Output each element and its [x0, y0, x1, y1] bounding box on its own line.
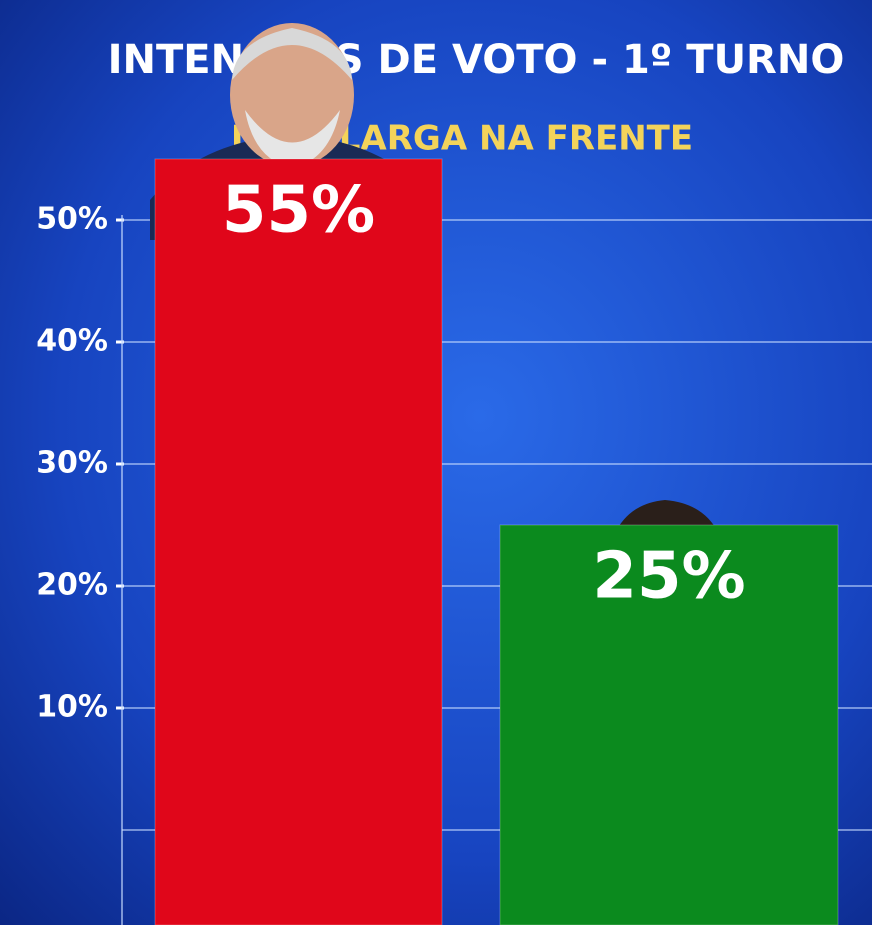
- y-tick-label: 20%: [36, 568, 108, 603]
- y-tick-label: 40%: [36, 324, 108, 359]
- bars: 55% 25%: [154, 158, 839, 925]
- y-tick-label: 50%: [36, 202, 108, 237]
- y-tick-label: 10%: [36, 690, 108, 725]
- value-label: 25%: [592, 540, 745, 614]
- bar: [154, 158, 443, 925]
- bar: [499, 524, 839, 925]
- chart-title: INTENÇÕES DE VOTO - 1º TURNO: [108, 35, 845, 83]
- value-label: 55%: [222, 174, 375, 248]
- y-tick-label: 30%: [36, 446, 108, 481]
